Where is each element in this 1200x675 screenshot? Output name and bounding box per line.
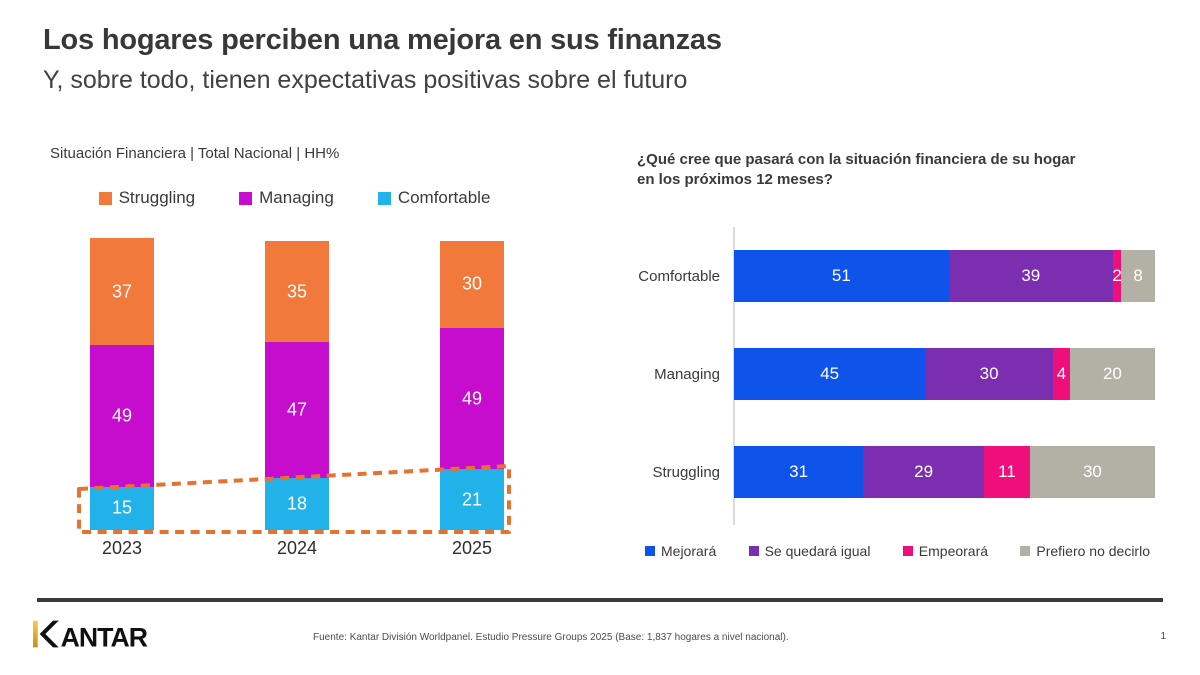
year-label-2024: 2024	[276, 538, 318, 558]
legend-label: Empeorará	[918, 543, 989, 559]
segment-mejorar--comfortable: 51	[734, 250, 949, 302]
row-comfortable: Comfortable 51 39 2 8	[622, 250, 1155, 302]
legend-item-prefiero-no-decirlo: Prefiero no decirlo	[1020, 543, 1150, 559]
segment-struggling-2023: 37	[90, 238, 154, 346]
segment-value: 2	[1112, 266, 1122, 285]
segment-empeorar--managing: 4	[1052, 348, 1070, 400]
segment-value: 30	[979, 364, 999, 383]
row-managing: Managing 45 30 4 20	[622, 348, 1155, 400]
legend-item-comfortable: Comfortable	[377, 188, 491, 208]
stacked-bar-2025: 30 49 21	[440, 241, 504, 530]
row-label-comfortable: Comfortable	[638, 267, 720, 285]
page-title: Los hogares perciben una mejora en sus f…	[43, 24, 722, 56]
segment-value: 30	[1082, 462, 1102, 481]
legend-label: Managing	[259, 188, 334, 207]
segment-value: 45	[820, 364, 840, 383]
bar-column-2024: 35 47 18	[265, 238, 329, 530]
segment-comfortable-2025: 21	[440, 469, 504, 530]
segment-value: 35	[286, 281, 308, 302]
legend-item-managing: Managing	[239, 188, 334, 208]
segment-value: 30	[461, 273, 483, 294]
segment-value: 31	[789, 462, 809, 481]
svg-text:ANTAR: ANTAR	[61, 622, 148, 649]
segment-value: 37	[111, 281, 133, 302]
legend-label: Se quedará igual	[764, 543, 871, 559]
segment-value: 8	[1133, 266, 1143, 285]
segment-mejorar--managing: 45	[734, 348, 926, 400]
kantar-logo: ANTAR	[33, 619, 151, 654]
legend-label: Comfortable	[397, 188, 491, 207]
kantar-logo-graphic: ANTAR	[33, 620, 149, 652]
horizontal-bars: Comfortable 51 39 2 8 Managing 45 30 4 20 Struggli…	[622, 250, 1155, 544]
right-chart-title: ¿Qué cree que pasará con la situación fi…	[637, 151, 1076, 189]
k-stem	[33, 620, 38, 648]
segment-empeorar--comfortable: 2	[1112, 250, 1122, 302]
segment-struggling-2024: 35	[265, 241, 329, 343]
row-bar-managing: 45 30 4 20	[734, 348, 1155, 400]
legend-swatch	[645, 546, 655, 556]
segment-struggling-2025: 30	[440, 241, 504, 328]
left-chart-legend: Struggling Managing Comfortable	[77, 188, 512, 208]
segment-empeorar--struggling: 11	[984, 446, 1030, 498]
segment-value: 11	[998, 462, 1016, 481]
legend-swatch	[1020, 546, 1031, 556]
segment-se-quedar-igual-struggling: 29	[863, 446, 985, 498]
source-note: Fuente: Kantar División Worldpanel. Estu…	[313, 632, 789, 643]
segment-value: 18	[286, 493, 308, 514]
legend-item-mejorar-: Mejorará	[645, 543, 716, 559]
legend-swatch	[239, 191, 253, 205]
stacked-bars: 37 49 15 35 47 18 30 49 21	[77, 238, 512, 530]
row-label-struggling: Struggling	[652, 463, 720, 481]
year-label-2025: 2025	[451, 538, 493, 558]
segment-value: 47	[286, 399, 308, 420]
segment-value: 51	[831, 266, 851, 285]
left-chart-plot: 37 49 15 35 47 18 30 49 21 2023 2024 2025	[77, 238, 512, 563]
x-axis-year-labels: 2023 2024 2025	[77, 538, 512, 562]
legend-item-empeorar-: Empeorará	[902, 543, 989, 559]
left-chart-title: Situación Financiera | Total Nacional | …	[50, 145, 340, 162]
page-number: 1	[1160, 631, 1166, 642]
segment-value: 4	[1056, 364, 1067, 383]
page-subtitle: Y, sobre todo, tienen expectativas posit…	[43, 66, 688, 94]
segment-mejorar--struggling: 31	[734, 446, 864, 498]
legend-item-struggling: Struggling	[98, 188, 196, 208]
legend-item-se-quedar-igual: Se quedará igual	[748, 543, 871, 559]
stacked-bar-2024: 35 47 18	[265, 241, 329, 530]
year-label-2023: 2023	[101, 538, 143, 558]
segment-comfortable-2023: 15	[90, 486, 154, 530]
segment-se-quedar-igual-comfortable: 39	[948, 250, 1113, 302]
segment-value: 49	[461, 388, 483, 408]
segment-managing-2025: 49	[440, 327, 504, 470]
segment-prefiero-no-decirlo-struggling: 30	[1029, 446, 1155, 498]
segment-value: 29	[914, 462, 934, 481]
legend-swatch	[377, 191, 391, 205]
segment-value: 49	[111, 405, 133, 426]
stacked-bar-2023: 37 49 15	[90, 238, 154, 530]
legend-label: Struggling	[118, 188, 196, 207]
segment-prefiero-no-decirlo-comfortable: 8	[1121, 250, 1155, 302]
bar-column-2025: 30 49 21	[440, 238, 504, 530]
segment-comfortable-2024: 18	[265, 477, 329, 530]
footer-divider	[37, 598, 1163, 602]
legend-swatch	[748, 546, 759, 556]
legend-swatch	[902, 546, 913, 556]
row-bar-struggling: 31 29 11 30	[734, 446, 1155, 498]
segment-value: 21	[461, 489, 483, 510]
segment-value: 15	[111, 497, 133, 518]
segment-value: 39	[1021, 266, 1041, 285]
segment-value: 20	[1102, 364, 1122, 383]
row-bar-comfortable: 51 39 2 8	[734, 250, 1155, 302]
segment-se-quedar-igual-managing: 30	[925, 348, 1053, 400]
bar-column-2023: 37 49 15	[90, 238, 154, 530]
segment-managing-2024: 47	[265, 342, 329, 478]
segment-managing-2023: 49	[90, 345, 154, 487]
row-struggling: Struggling 31 29 11 30	[622, 446, 1155, 498]
right-chart-legend: Mejorará Se quedará igual Empeorará Prefier…	[645, 543, 1150, 559]
legend-label: Mejorará	[661, 543, 717, 559]
legend-swatch	[98, 191, 112, 205]
legend-label: Prefiero no decirlo	[1036, 543, 1150, 559]
row-label-managing: Managing	[654, 365, 720, 383]
segment-prefiero-no-decirlo-managing: 20	[1069, 348, 1155, 400]
